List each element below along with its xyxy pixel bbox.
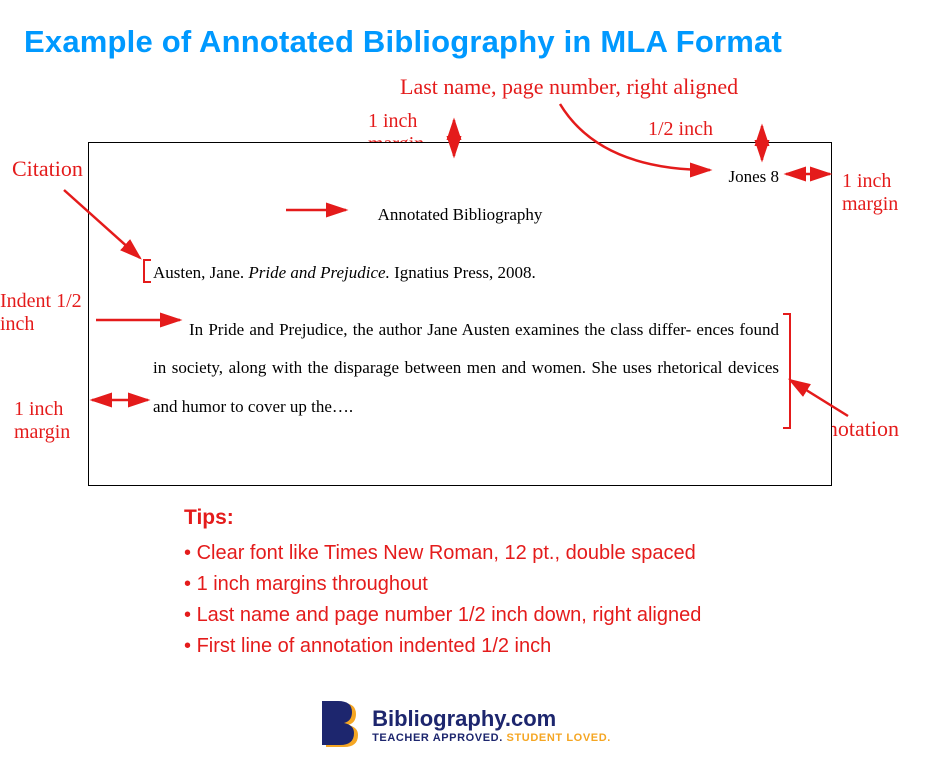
footer: Bibliography.com TEACHER APPROVED. STUDE… — [0, 701, 931, 754]
doc-citation: Austen, Jane. Pride and Prejudice. Ignat… — [153, 263, 779, 283]
label-citation: Citation — [12, 156, 83, 182]
tip-item: First line of annotation indented 1/2 in… — [184, 631, 701, 662]
label-last-name-page: Last name, page number, right aligned — [400, 74, 860, 100]
page-title: Example of Annotated Bibliography in MLA… — [24, 24, 782, 60]
label-1in-margin-left: 1 inch margin — [14, 398, 94, 444]
tip-item: 1 inch margins throughout — [184, 569, 701, 600]
tagline-2: STUDENT LOVED. — [507, 732, 611, 744]
doc-title: Annotated Bibliography — [89, 205, 831, 225]
label-half-inch: 1/2 inch — [648, 118, 713, 141]
citation-author: Austen, Jane. — [153, 263, 244, 282]
label-indent: Indent 1/2 inch — [0, 290, 100, 336]
tip-item: Last name and page number 1/2 inch down,… — [184, 600, 701, 631]
document-sample-box: Jones 8 Annotated Bibliography Austen, J… — [88, 142, 832, 486]
tips-section: Tips: Clear font like Times New Roman, 1… — [184, 506, 701, 662]
tips-heading: Tips: — [184, 506, 701, 530]
citation-bracket-icon — [143, 259, 151, 283]
annotation-bracket-icon — [783, 313, 791, 429]
citation-work: Pride and Prejudice. — [248, 263, 389, 282]
tagline-1: TEACHER APPROVED. — [372, 732, 503, 744]
tip-item: Clear font like Times New Roman, 12 pt.,… — [184, 538, 701, 569]
logo-icon — [320, 701, 360, 749]
label-1in-margin-right: 1 inch margin — [842, 170, 931, 216]
tips-list: Clear font like Times New Roman, 12 pt.,… — [184, 538, 701, 662]
doc-header: Jones 8 — [728, 167, 779, 187]
doc-annotation: In Pride and Prejudice, the author Jane … — [153, 311, 779, 426]
footer-tagline: TEACHER APPROVED. STUDENT LOVED. — [372, 732, 611, 744]
citation-publisher: Ignatius Press, 2008. — [394, 263, 536, 282]
annotation-text: In Pride and Prejudice, the author Jane … — [153, 311, 779, 426]
footer-brand: Bibliography.com — [372, 706, 611, 732]
